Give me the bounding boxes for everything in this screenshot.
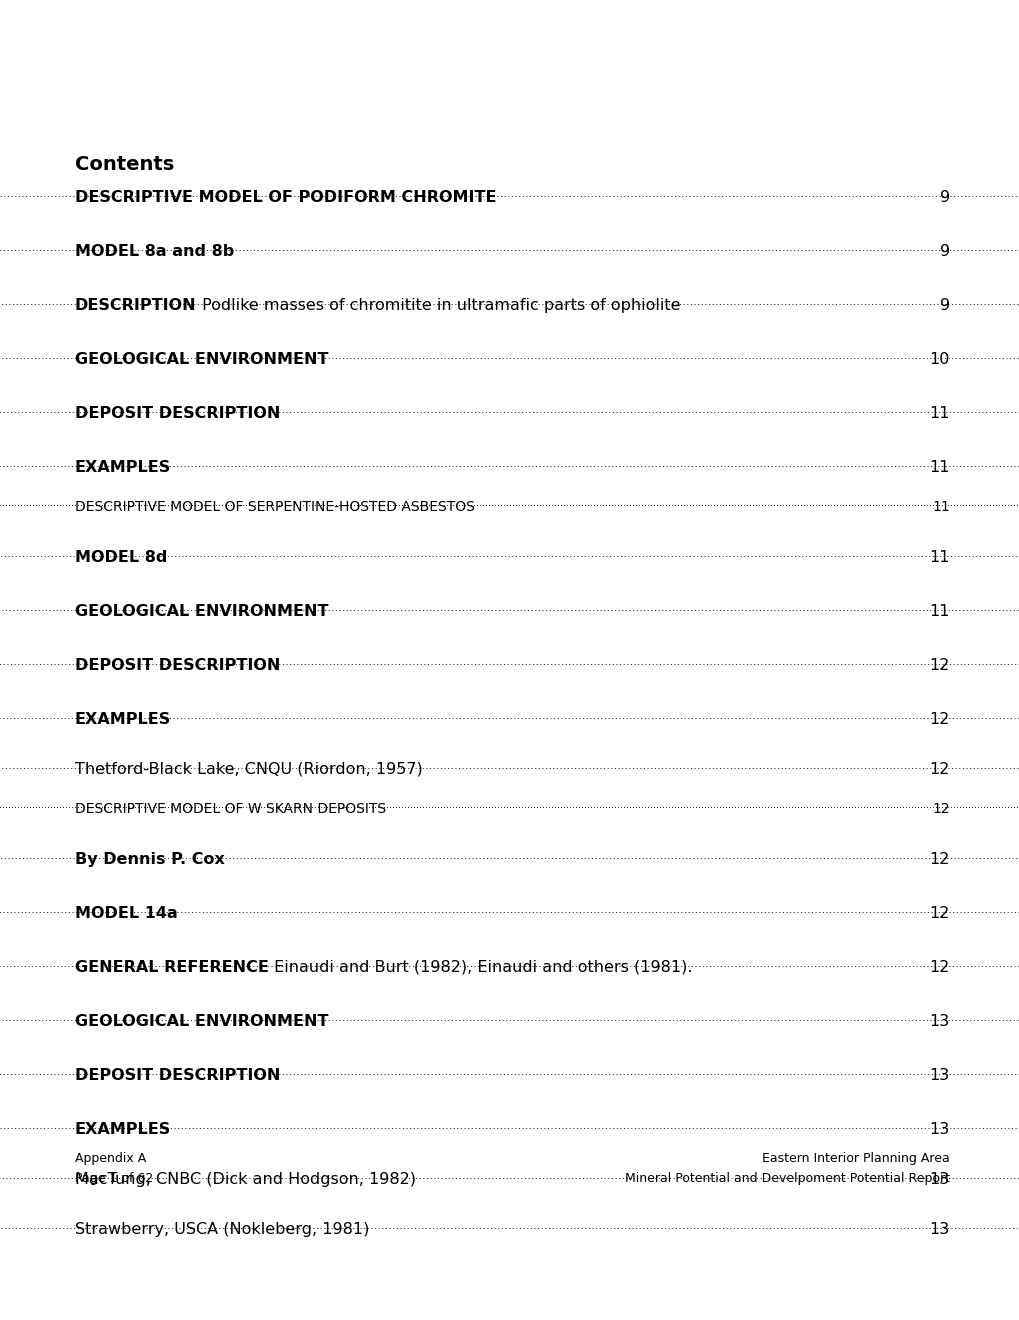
Text: 12: 12	[931, 803, 949, 816]
Text: EXAMPLES: EXAMPLES	[75, 459, 171, 475]
Text: ................................................................................: ........................................…	[0, 657, 1019, 667]
Text: 12: 12	[928, 762, 949, 777]
Text: ................................................................................: ........................................…	[0, 297, 1019, 308]
Text: MacTung, CNBC (Dick and Hodgson, 1982): MacTung, CNBC (Dick and Hodgson, 1982)	[75, 1172, 416, 1187]
Text: 13: 13	[929, 1222, 949, 1237]
Text: ................................................................................: ........................................…	[0, 762, 1019, 771]
Text: 12: 12	[928, 851, 949, 867]
Text: 13: 13	[929, 1122, 949, 1137]
Text: ................................................................................: ........................................…	[0, 960, 1019, 969]
Text: MODEL 8a and 8b: MODEL 8a and 8b	[75, 244, 234, 259]
Text: GEOLOGICAL ENVIRONMENT: GEOLOGICAL ENVIRONMENT	[75, 1014, 328, 1030]
Text: 13: 13	[929, 1068, 949, 1082]
Text: 9: 9	[938, 244, 949, 259]
Text: 11: 11	[928, 550, 949, 565]
Text: 13: 13	[929, 1172, 949, 1187]
Text: Eastern Interior Planning Area: Eastern Interior Planning Area	[761, 1152, 949, 1166]
Text: 11: 11	[928, 407, 949, 421]
Text: Podlike masses of chromitite in ultramafic parts of ophiolite: Podlike masses of chromitite in ultramaf…	[197, 298, 680, 313]
Text: ................................................................................: ........................................…	[0, 1067, 1019, 1077]
Text: 9: 9	[938, 298, 949, 313]
Text: GEOLOGICAL ENVIRONMENT: GEOLOGICAL ENVIRONMENT	[75, 605, 328, 619]
Text: Thetford-Black Lake, CNQU (Riordon, 1957): Thetford-Black Lake, CNQU (Riordon, 1957…	[75, 762, 422, 777]
Text: ................................................................................: ........................................…	[0, 1121, 1019, 1131]
Text: ................................................................................: ........................................…	[0, 1012, 1019, 1023]
Text: DEPOSIT DESCRIPTION: DEPOSIT DESCRIPTION	[75, 657, 280, 673]
Text: ................................................................................: ........................................…	[0, 405, 1019, 414]
Text: 12: 12	[928, 960, 949, 975]
Text: DEPOSIT DESCRIPTION: DEPOSIT DESCRIPTION	[75, 407, 280, 421]
Text: ................................................................................: ........................................…	[0, 243, 1019, 253]
Text: GENERAL REFERENCE: GENERAL REFERENCE	[75, 960, 269, 975]
Text: EXAMPLES: EXAMPLES	[75, 711, 171, 727]
Text: DESCRIPTIVE MODEL OF PODIFORM CHROMITE: DESCRIPTIVE MODEL OF PODIFORM CHROMITE	[75, 190, 496, 205]
Text: 11: 11	[928, 459, 949, 475]
Text: GEOLOGICAL ENVIRONMENT: GEOLOGICAL ENVIRONMENT	[75, 352, 328, 367]
Text: Einaudi and Burt (1982), Einaudi and others (1981).: Einaudi and Burt (1982), Einaudi and oth…	[269, 960, 692, 975]
Text: DESCRIPTION: DESCRIPTION	[75, 298, 197, 313]
Text: Contents: Contents	[75, 154, 174, 174]
Text: ................................................................................: ........................................…	[0, 351, 1019, 362]
Text: 10: 10	[928, 352, 949, 367]
Text: Appendix A: Appendix A	[75, 1152, 146, 1166]
Text: ................................................................................: ........................................…	[0, 603, 1019, 612]
Text: 13: 13	[929, 1014, 949, 1030]
Text: ................................................................................: ........................................…	[0, 459, 1019, 469]
Text: DESCRIPTIVE MODEL OF SERPENTINE-HOSTED ASBESTOS: DESCRIPTIVE MODEL OF SERPENTINE-HOSTED A…	[75, 500, 475, 513]
Text: 12: 12	[928, 906, 949, 921]
Text: ................................................................................: ........................................…	[0, 851, 1019, 861]
Text: ................................................................................: ........................................…	[0, 499, 1019, 508]
Text: By Dennis P. Cox: By Dennis P. Cox	[75, 851, 224, 867]
Text: DEPOSIT DESCRIPTION: DEPOSIT DESCRIPTION	[75, 1068, 280, 1082]
Text: ................................................................................: ........................................…	[0, 711, 1019, 721]
Text: Page 1 of 62: Page 1 of 62	[75, 1172, 153, 1185]
Text: ................................................................................: ........................................…	[0, 1221, 1019, 1232]
Text: ................................................................................: ........................................…	[0, 1171, 1019, 1181]
Text: 9: 9	[938, 190, 949, 205]
Text: Strawberry, USCA (Nokleberg, 1981): Strawberry, USCA (Nokleberg, 1981)	[75, 1222, 369, 1237]
Text: ................................................................................: ........................................…	[0, 906, 1019, 915]
Text: 12: 12	[928, 711, 949, 727]
Text: 11: 11	[928, 605, 949, 619]
Text: Mineral Potential and Develpoment Potential Report: Mineral Potential and Develpoment Potent…	[625, 1172, 949, 1185]
Text: DESCRIPTIVE MODEL OF W SKARN DEPOSITS: DESCRIPTIVE MODEL OF W SKARN DEPOSITS	[75, 803, 386, 816]
Text: ................................................................................: ........................................…	[0, 549, 1019, 560]
Text: MODEL 14a: MODEL 14a	[75, 906, 177, 921]
Text: EXAMPLES: EXAMPLES	[75, 1122, 171, 1137]
Text: 11: 11	[931, 500, 949, 513]
Text: ................................................................................: ........................................…	[0, 189, 1019, 199]
Text: ................................................................................: ........................................…	[0, 800, 1019, 810]
Text: 12: 12	[928, 657, 949, 673]
Text: MODEL 8d: MODEL 8d	[75, 550, 167, 565]
